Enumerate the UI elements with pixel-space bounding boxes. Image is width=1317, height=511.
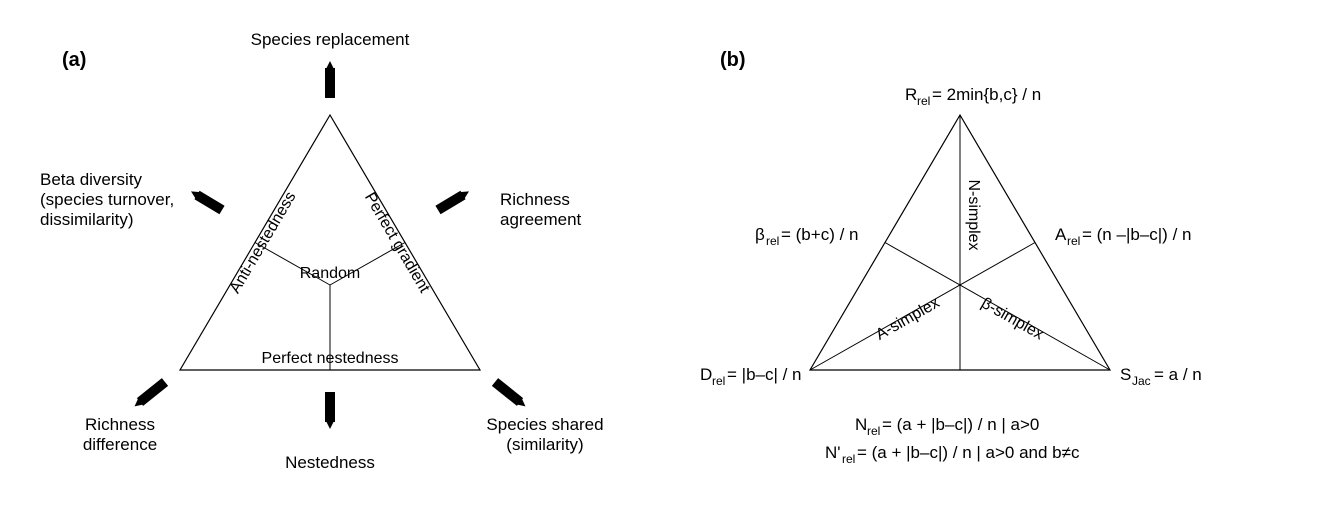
panel-a-arrow-right-icon (438, 195, 463, 210)
panel-b-bottom-n: N rel = (a + |b–c|) / n | a>0 (855, 415, 1039, 438)
svg-text:= (a + |b–c|) / n | a>0 and b≠: = (a + |b–c|) / n | a>0 and b≠c (857, 443, 1080, 462)
panel-b-bsimplex: β-simplex (978, 295, 1046, 344)
svg-text:= |b–c| / n: = |b–c| / n (727, 365, 802, 384)
panel-b-left-edge-formula: β rel = (b+c) / n (755, 225, 858, 248)
panel-b-left-formula: D rel = |b–c| / n (700, 365, 802, 388)
panel-a-arrow-br-icon (495, 382, 520, 402)
svg-text:A: A (1055, 225, 1067, 244)
panel-a-arrow-bl-icon (140, 382, 165, 402)
svg-text:rel: rel (712, 374, 725, 388)
svg-text:Jac: Jac (1132, 374, 1151, 388)
panel-a-br-l2: (similarity) (506, 435, 583, 454)
svg-text:rel: rel (766, 234, 779, 248)
panel-a-left-l3: dissimilarity) (40, 210, 134, 229)
svg-text:rel: rel (917, 94, 930, 108)
svg-text:= (a + |b–c|) / n | a>0: = (a + |b–c|) / n | a>0 (882, 415, 1039, 434)
panel-a-bottom-center: Nestedness (285, 453, 375, 472)
svg-text:N: N (855, 415, 867, 434)
panel-b-right-formula: S Jac = a / n (1120, 365, 1202, 388)
svg-text:β: β (755, 225, 765, 244)
svg-text:= (n –|b–c|) / n: = (n –|b–c|) / n (1082, 225, 1191, 244)
panel-b-tag: (b) (720, 49, 746, 71)
panel-a-right-l1: Richness (500, 190, 570, 209)
panel-a-right-l2: agreement (500, 210, 582, 229)
panel-b-asimplex: A-simplex (873, 294, 943, 343)
panel-a-bl-l2: difference (83, 435, 157, 454)
panel-a-inside-bottom: Perfect nestedness (262, 350, 399, 367)
svg-text:D: D (700, 365, 712, 384)
panel-a-br-l1: Species shared (486, 415, 603, 434)
panel-a-top-label: Species replacement (251, 30, 410, 49)
svg-text:= a / n: = a / n (1154, 365, 1202, 384)
svg-text:R: R (905, 85, 917, 104)
panel-a-tag: (a) (62, 49, 86, 71)
svg-text:= (b+c) / n: = (b+c) / n (781, 225, 858, 244)
svg-text:S: S (1120, 365, 1131, 384)
panel-b-right-edge-formula: A rel = (n –|b–c|) / n (1055, 225, 1191, 248)
panel-a-arrow-left-icon (197, 195, 222, 210)
svg-text:rel: rel (1067, 234, 1080, 248)
panel-a-left-l1: Beta diversity (40, 170, 143, 189)
svg-text:rel: rel (867, 424, 880, 438)
panel-a-bl-l1: Richness (85, 415, 155, 434)
svg-text:= 2min{b,c} / n: = 2min{b,c} / n (932, 85, 1041, 104)
panel-b-bottom-nprime: N' rel = (a + |b–c|) / n | a>0 and b≠c (825, 443, 1080, 466)
panel-a-left-l2: (species turnover, (40, 190, 174, 209)
panel-a-inside-center: Random (300, 265, 360, 282)
panel-a-inside-left: Anti-nestedness (227, 189, 300, 296)
svg-text:N': N' (825, 443, 841, 462)
panel-a-inside-right: Perfect gradient (361, 190, 433, 296)
svg-text:rel: rel (842, 452, 855, 466)
panel-b-top-formula: R rel = 2min{b,c} / n (905, 85, 1041, 108)
panel-b-nsimplex: N-simplex (965, 179, 982, 250)
